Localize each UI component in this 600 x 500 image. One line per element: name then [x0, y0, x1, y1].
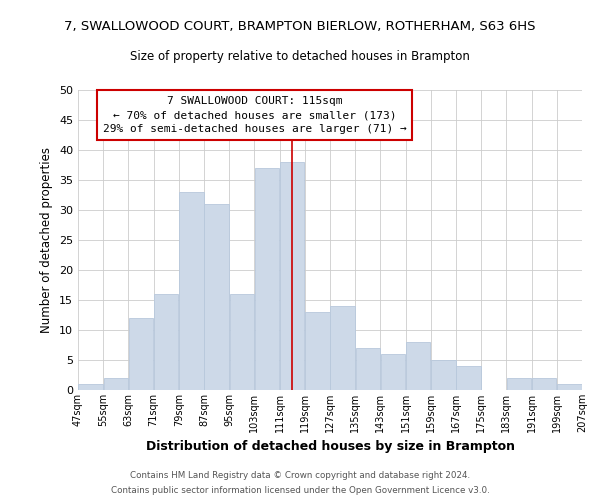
Bar — [280, 162, 304, 390]
Bar — [431, 360, 455, 390]
Bar — [305, 312, 329, 390]
Bar — [406, 342, 430, 390]
Bar — [154, 294, 178, 390]
Bar — [557, 384, 581, 390]
Text: Contains HM Land Registry data © Crown copyright and database right 2024.: Contains HM Land Registry data © Crown c… — [130, 471, 470, 480]
Bar — [331, 306, 355, 390]
Bar — [532, 378, 556, 390]
Bar — [457, 366, 481, 390]
Text: 7, SWALLOWOOD COURT, BRAMPTON BIERLOW, ROTHERHAM, S63 6HS: 7, SWALLOWOOD COURT, BRAMPTON BIERLOW, R… — [64, 20, 536, 33]
Bar — [255, 168, 279, 390]
Y-axis label: Number of detached properties: Number of detached properties — [40, 147, 53, 333]
Text: 7 SWALLOWOOD COURT: 115sqm
← 70% of detached houses are smaller (173)
29% of sem: 7 SWALLOWOOD COURT: 115sqm ← 70% of deta… — [103, 96, 406, 134]
Bar — [356, 348, 380, 390]
Bar — [205, 204, 229, 390]
Bar — [230, 294, 254, 390]
X-axis label: Distribution of detached houses by size in Brampton: Distribution of detached houses by size … — [146, 440, 515, 454]
Text: Contains public sector information licensed under the Open Government Licence v3: Contains public sector information licen… — [110, 486, 490, 495]
Bar — [104, 378, 128, 390]
Text: Size of property relative to detached houses in Brampton: Size of property relative to detached ho… — [130, 50, 470, 63]
Bar — [179, 192, 203, 390]
Bar — [79, 384, 103, 390]
Bar — [129, 318, 153, 390]
Bar — [507, 378, 531, 390]
Bar — [381, 354, 405, 390]
